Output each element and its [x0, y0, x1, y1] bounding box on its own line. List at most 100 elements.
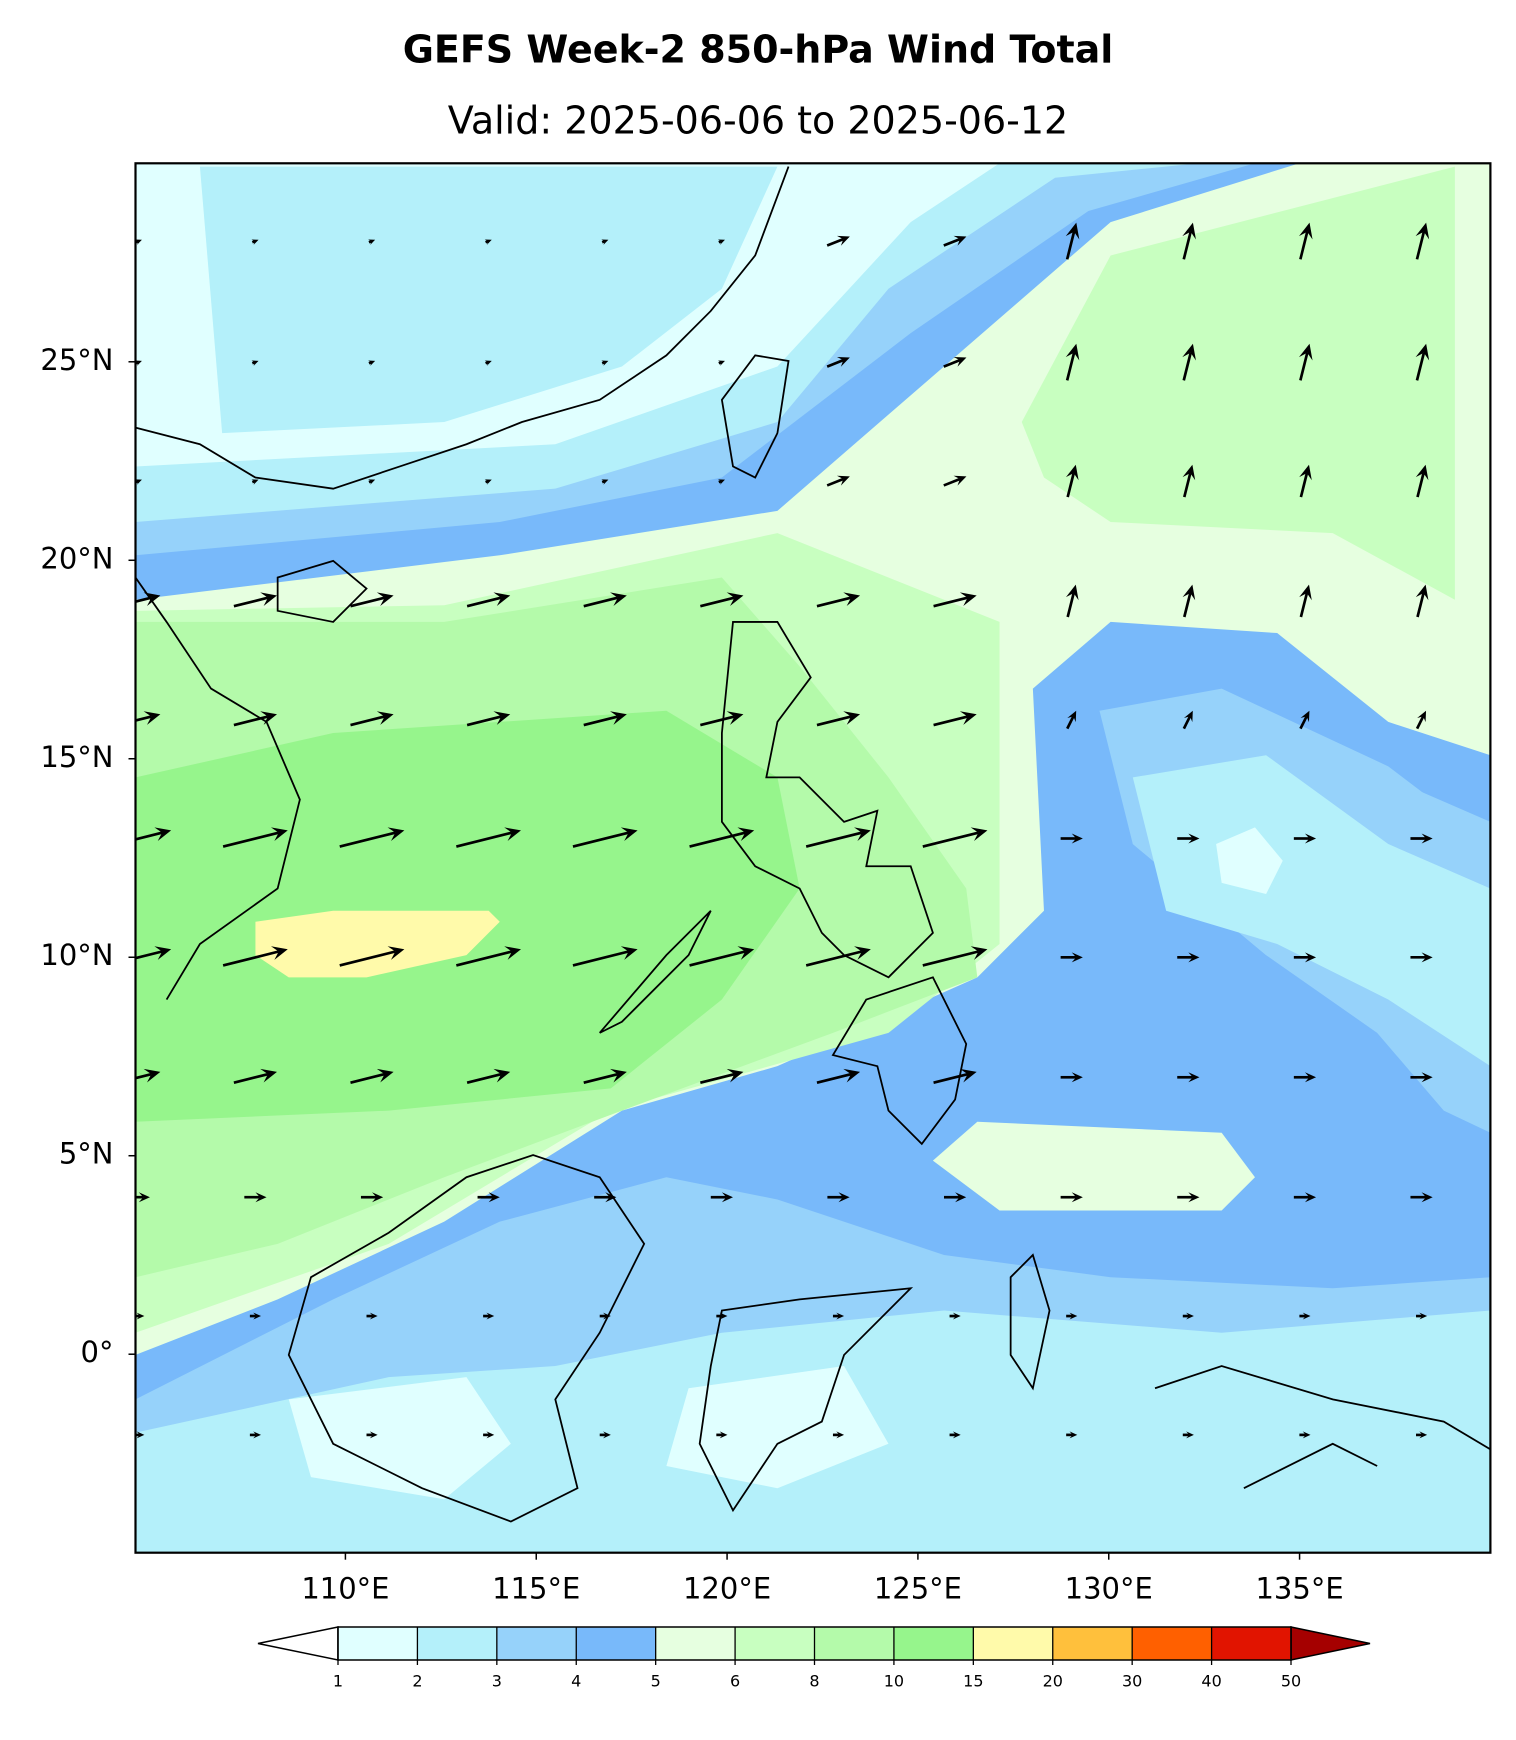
wind-arrow-shaft	[1066, 472, 1075, 498]
wind-arrow-head	[836, 356, 850, 367]
wind-arrow-shaft	[456, 831, 513, 848]
wind-arrow-head	[726, 1068, 744, 1083]
colorbar-over	[1290, 1626, 1371, 1661]
wind-arrow-shaft	[485, 479, 489, 484]
wind-arrow-head	[376, 1068, 394, 1083]
wind-arrow-head	[486, 1431, 495, 1439]
wind-arrow-head	[1182, 584, 1196, 601]
wind-arrow-head	[726, 711, 744, 725]
wind-arrow-head	[251, 360, 259, 366]
map-frame	[134, 162, 1492, 1554]
colorbar-tick-label: 4	[571, 1672, 581, 1691]
x-tick-label: 120°E	[683, 1572, 771, 1606]
wind-arrow-head	[601, 239, 609, 245]
wind-arrow-shaft	[233, 596, 269, 608]
wind-arrow-shaft	[135, 1072, 152, 1080]
wind-arrow-shaft	[1299, 592, 1309, 618]
wind-arrow-head	[251, 479, 259, 485]
wind-arrow-head	[717, 239, 725, 245]
wind-arrow-head	[959, 1068, 977, 1083]
wind-arrow-shaft	[572, 950, 629, 967]
wind-arrow-head	[260, 711, 277, 725]
wind-arrow-head	[721, 1192, 733, 1203]
wind-arrow-shaft	[222, 831, 280, 848]
wind-arrow-head	[136, 1431, 145, 1439]
wind-arrow-head	[484, 360, 492, 366]
colorbar-segment	[655, 1627, 736, 1660]
wind-arrow-shaft	[251, 361, 256, 365]
wind-arrow-shaft	[135, 950, 163, 960]
wind-arrow-head	[953, 475, 967, 486]
wind-arrow-head	[484, 479, 492, 485]
wind-arrow-head	[1182, 222, 1196, 240]
wind-arrow-shaft	[816, 1072, 852, 1084]
wind-arrow-shaft	[222, 950, 280, 967]
wind-arrow-head	[1065, 343, 1080, 361]
wind-arrow-shaft	[1415, 352, 1426, 381]
wind-arrow-head	[1071, 833, 1083, 844]
wind-arrow-shaft	[466, 715, 502, 727]
wind-arrow-head	[253, 1312, 261, 1320]
wind-arrow-head	[836, 1312, 845, 1320]
colorbar-tick-label: 10	[884, 1672, 904, 1691]
wind-arrow-head	[504, 827, 521, 841]
wind-arrow-head	[493, 711, 511, 725]
wind-arrow-head	[952, 1312, 961, 1320]
wind-arrow-head	[737, 827, 755, 841]
wind-arrow-shaft	[933, 1072, 968, 1084]
wind-arrow-shaft	[135, 715, 152, 722]
colorbar: 1 2 3 4 5 6 8 10 15 20 30 40 50	[257, 1626, 1371, 1691]
wind-arrow-shaft	[1183, 472, 1192, 498]
wind-arrow-head	[1186, 1431, 1194, 1439]
wind-arrow-shaft	[943, 358, 961, 368]
wind-arrow-head	[387, 946, 405, 960]
colorbar-tick-label: 3	[492, 1672, 502, 1691]
wind-vectors	[135, 222, 1433, 1439]
wind-arrow-head	[369, 1431, 378, 1439]
wind-arrow-shaft	[233, 1072, 269, 1084]
y-tick-label: 0°	[81, 1335, 114, 1369]
wind-arrow-shaft	[339, 831, 396, 848]
wind-arrow-shaft	[233, 715, 269, 727]
colorbar-tick-label: 40	[1201, 1672, 1221, 1691]
colorbar-segment	[893, 1627, 974, 1660]
wind-arrow-head	[719, 1312, 728, 1320]
wind-arrow-head	[488, 1192, 500, 1203]
wind-arrow-head	[372, 1192, 384, 1203]
colorbar-tick-label: 30	[1122, 1672, 1142, 1691]
wind-arrow-head	[620, 946, 638, 960]
wind-arrow-shaft	[1416, 592, 1425, 618]
wind-arrow-head	[253, 1431, 261, 1439]
wind-arrow-head	[843, 1068, 861, 1083]
wind-arrow-head	[838, 1192, 850, 1203]
wind-arrow-shaft	[485, 239, 489, 244]
wind-arrow-shaft	[805, 950, 863, 967]
wind-arrow-head	[1071, 1192, 1083, 1203]
colorbar-tick-label: 5	[651, 1672, 661, 1691]
wind-arrow-head	[605, 1192, 617, 1203]
colorbar-segment	[814, 1627, 894, 1660]
wind-arrow-shaft	[700, 596, 735, 608]
wind-arrow-shaft	[583, 596, 619, 608]
wind-arrow-shaft	[572, 831, 629, 848]
wind-arrow-head	[1071, 952, 1083, 963]
wind-speed-field	[135, 163, 1491, 1553]
wind-arrow-head	[1299, 584, 1312, 601]
title: GEFS Week-2 850-hPa Wind Total	[403, 28, 1114, 72]
wind-arrow-head	[1304, 833, 1317, 844]
colorbar-tick-label: 20	[1043, 1672, 1063, 1691]
x-tick-label: 135°E	[1255, 1572, 1343, 1606]
wind-arrow-shaft	[1299, 352, 1309, 381]
wind-arrow-head	[260, 1068, 277, 1083]
colorbar-tick-label: 2	[412, 1672, 422, 1691]
y-tick-label: 15°N	[40, 740, 113, 774]
colorbar-tick-label: 50	[1281, 1672, 1301, 1691]
colorbar-segment	[576, 1627, 656, 1660]
wind-arrow-head	[1304, 952, 1317, 963]
wind-arrow-shaft	[1183, 592, 1192, 618]
wind-arrow-head	[376, 711, 394, 725]
wind-arrow-head	[1419, 1431, 1428, 1439]
wind-arrow-head	[1188, 952, 1200, 963]
wind-arrow-head	[493, 1068, 511, 1083]
